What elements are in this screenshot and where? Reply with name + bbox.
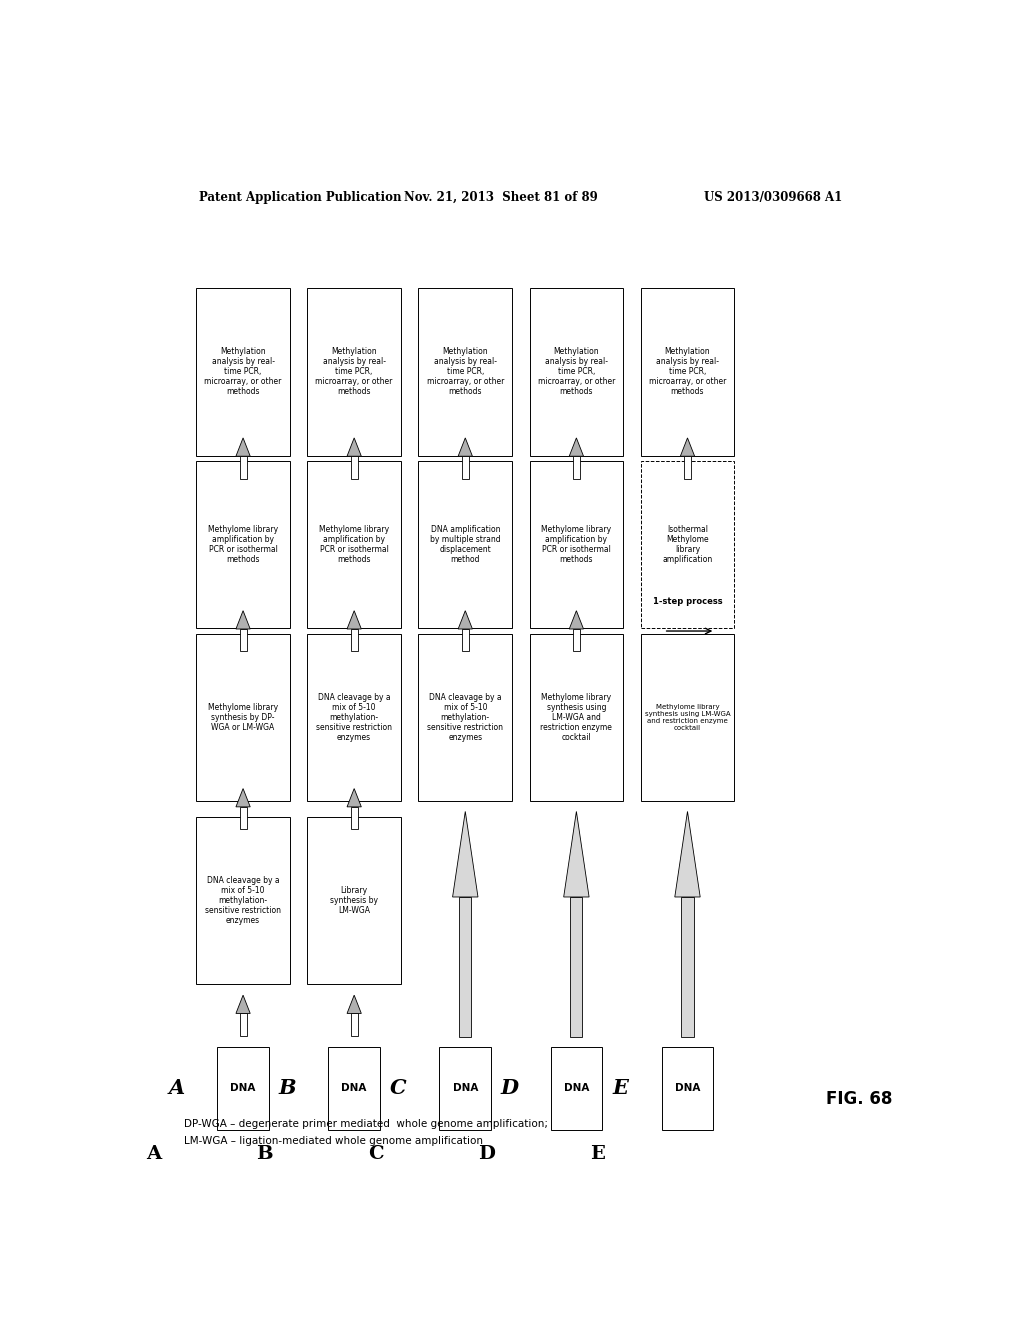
Bar — [351, 1014, 357, 1036]
Bar — [307, 817, 401, 985]
Text: US 2013/0309668 A1: US 2013/0309668 A1 — [703, 190, 842, 203]
Text: Methylome library
synthesis using LM-WGA
and restriction enzyme
cocktail: Methylome library synthesis using LM-WGA… — [645, 705, 730, 730]
Text: D: D — [501, 1078, 519, 1098]
Bar — [351, 457, 357, 479]
Polygon shape — [236, 611, 250, 630]
Text: DNA: DNA — [675, 1084, 700, 1093]
Bar — [240, 457, 247, 479]
Text: Patent Application Publication: Patent Application Publication — [200, 190, 402, 203]
Bar — [573, 630, 580, 651]
Bar — [641, 288, 734, 455]
Polygon shape — [236, 788, 250, 807]
Polygon shape — [236, 438, 250, 457]
Text: Nov. 21, 2013  Sheet 81 of 89: Nov. 21, 2013 Sheet 81 of 89 — [404, 190, 598, 203]
Text: DNA cleavage by a
mix of 5-10
methylation-
sensitive restriction
enzymes: DNA cleavage by a mix of 5-10 methylatio… — [205, 875, 281, 925]
Bar — [307, 461, 401, 628]
Text: Methylome library
synthesis using
LM-WGA and
restriction enzyme
cocktail: Methylome library synthesis using LM-WGA… — [541, 693, 612, 742]
Text: Methylation
analysis by real-
time PCR,
microarray, or other
methods: Methylation analysis by real- time PCR, … — [649, 347, 726, 396]
Text: Isothermal
Methylome
library
amplification: Isothermal Methylome library amplificati… — [663, 525, 713, 564]
Bar — [307, 634, 401, 801]
Text: DNA: DNA — [341, 1084, 367, 1093]
Bar — [681, 898, 693, 1036]
Bar — [197, 288, 290, 455]
Text: Methylation
analysis by real-
time PCR,
microarray, or other
methods: Methylation analysis by real- time PCR, … — [315, 347, 393, 396]
Bar — [419, 461, 512, 628]
Bar — [662, 1047, 714, 1130]
Bar — [462, 630, 469, 651]
Bar — [684, 457, 691, 479]
Text: DNA: DNA — [563, 1084, 589, 1093]
Text: Methylome library
amplification by
PCR or isothermal
methods: Methylome library amplification by PCR o… — [319, 525, 389, 564]
Text: DNA cleavage by a
mix of 5-10
methylation-
sensitive restriction
enzymes: DNA cleavage by a mix of 5-10 methylatio… — [316, 693, 392, 742]
Bar — [529, 288, 624, 455]
Bar — [329, 1047, 380, 1130]
Bar — [459, 898, 471, 1036]
Polygon shape — [347, 611, 361, 630]
Bar — [419, 288, 512, 455]
Bar — [573, 457, 580, 479]
Text: E: E — [591, 1146, 605, 1163]
Text: B: B — [279, 1078, 296, 1098]
Bar — [641, 461, 734, 628]
Bar — [462, 457, 469, 479]
Polygon shape — [453, 812, 478, 898]
Polygon shape — [680, 438, 694, 457]
Text: Methylome library
amplification by
PCR or isothermal
methods: Methylome library amplification by PCR o… — [208, 525, 279, 564]
Polygon shape — [569, 438, 584, 457]
Text: C: C — [390, 1078, 407, 1098]
Polygon shape — [347, 995, 361, 1014]
Bar — [240, 1014, 247, 1036]
Text: LM-WGA – ligation-mediated whole genome amplification: LM-WGA – ligation-mediated whole genome … — [183, 1137, 482, 1146]
Text: Library
synthesis by
LM-WGA: Library synthesis by LM-WGA — [330, 886, 378, 915]
Bar — [570, 898, 583, 1036]
Text: D: D — [478, 1146, 496, 1163]
Text: A: A — [145, 1146, 161, 1163]
Text: DNA: DNA — [230, 1084, 256, 1093]
Text: Methylation
analysis by real-
time PCR,
microarray, or other
methods: Methylation analysis by real- time PCR, … — [538, 347, 615, 396]
Text: DNA cleavage by a
mix of 5-10
methylation-
sensitive restriction
enzymes: DNA cleavage by a mix of 5-10 methylatio… — [427, 693, 503, 742]
Bar — [419, 634, 512, 801]
Polygon shape — [675, 812, 700, 898]
Polygon shape — [347, 438, 361, 457]
Bar — [351, 807, 357, 829]
Bar — [197, 634, 290, 801]
Bar — [529, 634, 624, 801]
Text: B: B — [256, 1146, 272, 1163]
Bar — [240, 630, 247, 651]
Bar — [307, 288, 401, 455]
Bar — [641, 634, 734, 801]
Bar — [551, 1047, 602, 1130]
Polygon shape — [347, 788, 361, 807]
Bar — [529, 461, 624, 628]
Polygon shape — [563, 812, 589, 898]
Bar — [240, 807, 247, 829]
Bar — [351, 630, 357, 651]
Bar — [197, 461, 290, 628]
Text: E: E — [613, 1078, 629, 1098]
Text: DNA amplification
by multiple strand
displacement
method: DNA amplification by multiple strand dis… — [430, 525, 501, 564]
Polygon shape — [569, 611, 584, 630]
Bar — [197, 817, 290, 985]
Polygon shape — [236, 995, 250, 1014]
Text: DNA: DNA — [453, 1084, 478, 1093]
Text: FIG. 68: FIG. 68 — [826, 1089, 893, 1107]
Polygon shape — [458, 438, 472, 457]
Text: 1-step process: 1-step process — [652, 597, 722, 606]
Text: Methylome library
amplification by
PCR or isothermal
methods: Methylome library amplification by PCR o… — [542, 525, 611, 564]
Text: Methylome library
synthesis by DP-
WGA or LM-WGA: Methylome library synthesis by DP- WGA o… — [208, 702, 279, 733]
Text: DP-WGA – degenerate primer mediated  whole genome amplification;: DP-WGA – degenerate primer mediated whol… — [183, 1119, 548, 1129]
Text: A: A — [168, 1078, 184, 1098]
Text: C: C — [368, 1146, 383, 1163]
Polygon shape — [458, 611, 472, 630]
Text: Methylation
analysis by real-
time PCR,
microarray, or other
methods: Methylation analysis by real- time PCR, … — [205, 347, 282, 396]
Bar — [217, 1047, 269, 1130]
Bar — [439, 1047, 492, 1130]
Text: Methylation
analysis by real-
time PCR,
microarray, or other
methods: Methylation analysis by real- time PCR, … — [427, 347, 504, 396]
